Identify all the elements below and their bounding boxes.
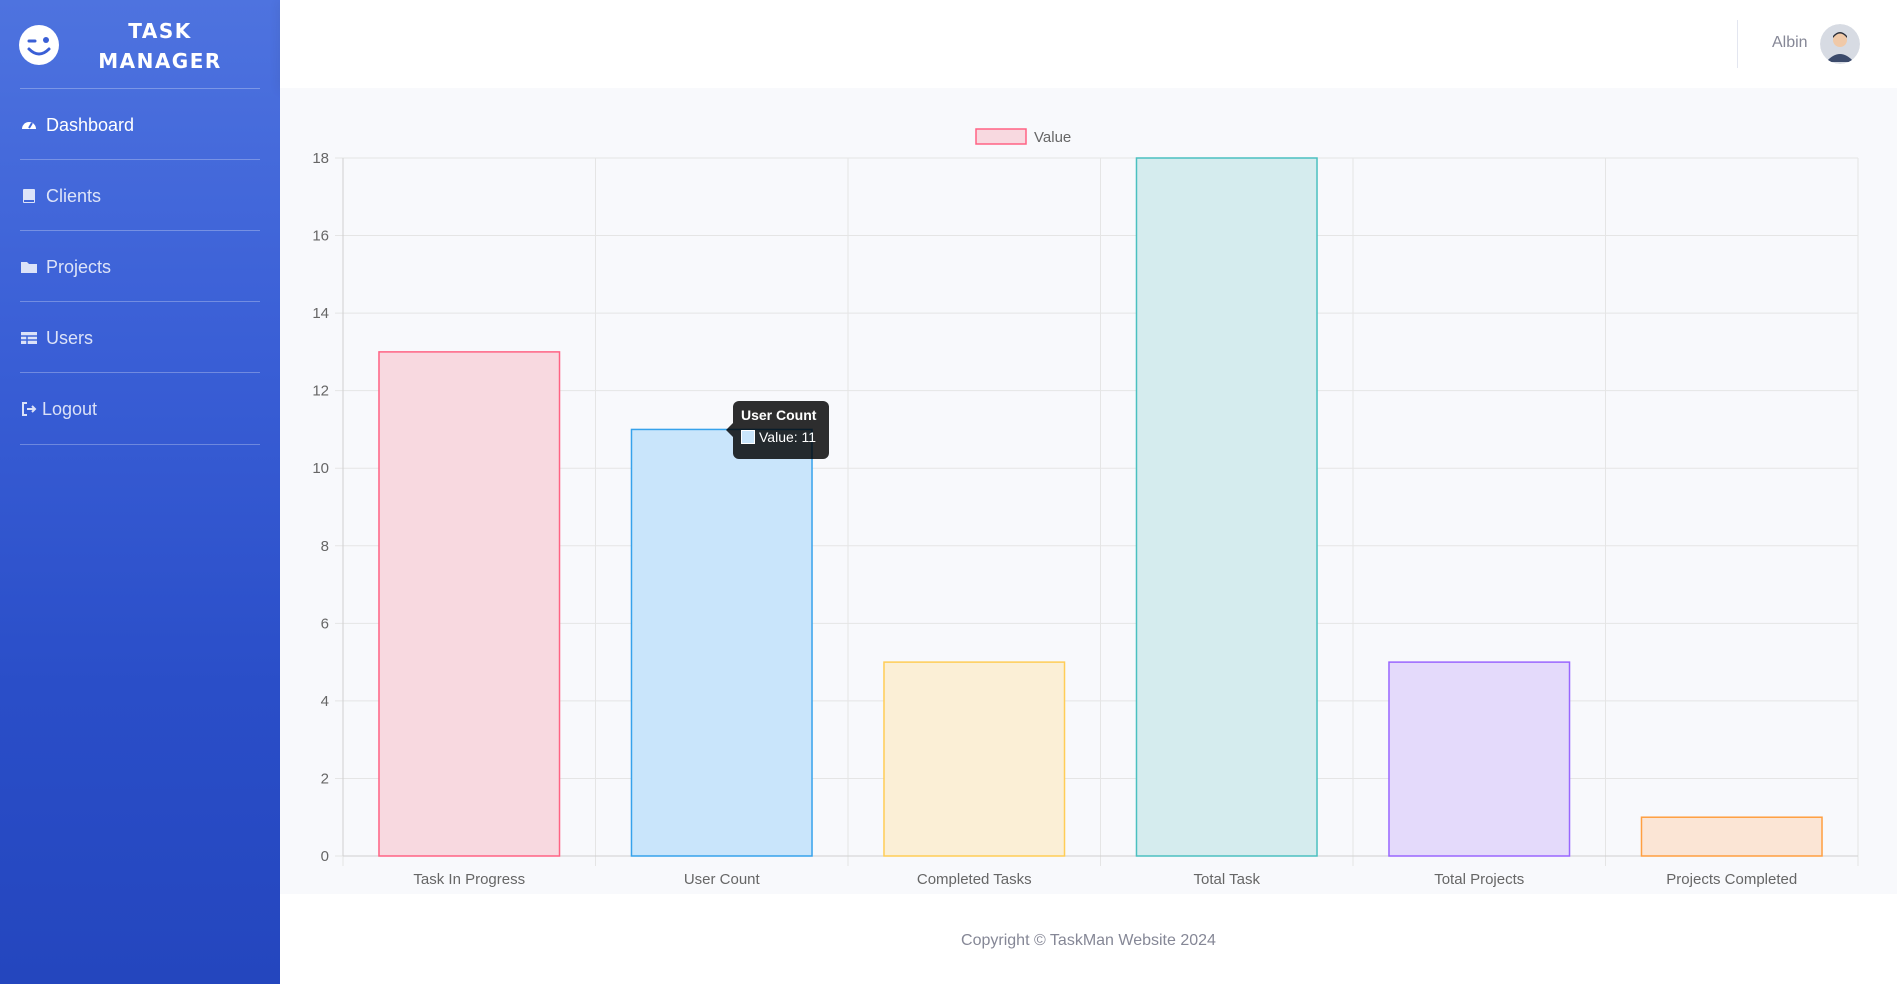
y-tick-label: 18 [312,150,329,167]
sidebar-item-users[interactable]: Users [20,303,260,373]
chart-area: 0 2 4 6 8 10 12 14 16 18 Task In Progress User Coun… [280,118,1897,898]
bar-completed-tasks [883,661,1066,857]
bar-total-projects [1388,661,1571,857]
user-avatar[interactable] [1820,24,1860,64]
sidebar-divider [20,372,260,373]
x-tick-label: Total Projects [1434,871,1524,888]
sidebar-item-projects[interactable]: Projects [20,232,260,302]
tachometer-icon [20,116,38,134]
y-tick-label: 2 [321,770,329,787]
legend-label: Value [1034,129,1071,146]
sidebar-item-label: Clients [46,185,102,206]
bar-projects-completed [1640,816,1823,857]
user-name[interactable]: Albin [1772,34,1808,51]
brand[interactable]: TASK MANAGER [0,0,280,88]
wink-face-icon [19,25,59,65]
sign-out-icon [20,400,38,418]
topbar [280,0,1897,88]
sidebar: TASK MANAGER Dashboard Clients Projects … [0,0,280,984]
tooltip-swatch [741,430,755,444]
x-tick-label: User Count [684,871,761,888]
tooltip-title: User Count [741,407,817,423]
brand-title: TASK MANAGER [80,16,240,76]
bar-user-count [630,428,813,857]
sidebar-item-label: Logout [42,398,98,419]
y-tick-label: 4 [321,693,329,710]
folder-icon [20,258,38,276]
brand-line-1: TASK [128,19,192,43]
bar-total-task [1135,157,1318,857]
tooltip-row: Value: 11 [741,429,821,445]
x-tick-label: Projects Completed [1666,871,1797,888]
legend-swatch [975,128,1027,145]
sidebar-item-label: Dashboard [46,114,135,135]
book-icon [20,187,38,205]
brand-line-2: MANAGER [98,49,222,73]
sidebar-item-logout[interactable]: Logout [20,374,260,444]
sidebar-divider [20,301,260,302]
table-icon [20,329,38,347]
x-tick-label: Completed Tasks [917,871,1032,888]
topbar-divider [1737,20,1738,68]
sidebar-item-label: Projects [46,256,112,277]
y-tick-label: 10 [312,460,329,477]
y-tick-label: 14 [312,305,329,322]
x-tick-label: Task In Progress [413,871,525,888]
sidebar-divider [20,444,260,445]
y-tick-label: 12 [312,383,329,400]
tooltip-value: Value: 11 [759,429,817,445]
chart-tooltip: User Count Value: 11 [726,401,829,459]
sidebar-divider [20,230,260,231]
y-tick-label: 8 [321,538,329,555]
bar-task-in-progress [378,351,561,857]
y-tick-label: 16 [312,228,329,245]
sidebar-item-label: Users [46,327,94,348]
sidebar-divider [20,88,260,89]
bar-chart: 0 2 4 6 8 10 12 14 16 18 Task In Progress User Coun… [312,128,1859,888]
x-tick-label: Total Task [1194,871,1261,888]
y-tick-label: 6 [321,615,329,632]
footer-copyright: Copyright © TaskMan Website 2024 [961,932,1216,949]
y-tick-label: 0 [321,848,329,865]
sidebar-item-dashboard[interactable]: Dashboard [20,90,260,160]
sidebar-divider [20,159,260,160]
sidebar-item-clients[interactable]: Clients [20,161,260,231]
